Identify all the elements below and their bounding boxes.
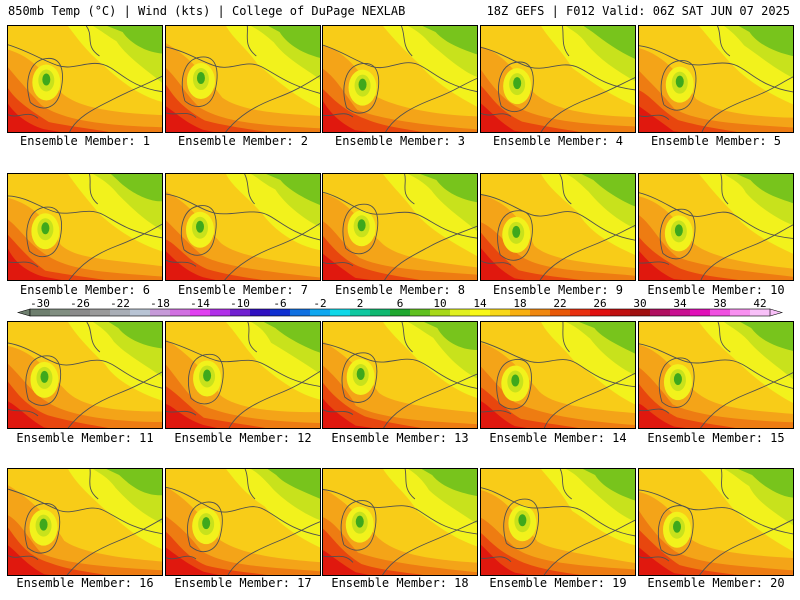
legend-color-swatch — [370, 309, 391, 316]
ensemble-member-map — [7, 468, 163, 576]
legend-color-swatch — [50, 309, 71, 316]
legend-tick-label: -22 — [110, 297, 130, 310]
ensemble-member-label: Ensemble Member: 1 — [19, 134, 151, 148]
legend-tick-label: -26 — [70, 297, 90, 310]
ensemble-member-map — [165, 173, 321, 281]
ensemble-member-label: Ensemble Member: 17 — [174, 576, 312, 590]
legend-tick-label: 18 — [513, 297, 526, 310]
ensemble-member-map — [322, 321, 478, 429]
legend-color-swatch — [530, 309, 551, 316]
legend-color-swatch — [570, 309, 591, 316]
ensemble-member-map — [165, 321, 321, 429]
ensemble-member-map — [7, 25, 163, 133]
ensemble-member-label: Ensemble Member: 16 — [16, 576, 154, 590]
legend-tick-label: 10 — [433, 297, 446, 310]
legend-tick-label: 2 — [357, 297, 364, 310]
ensemble-member-label: Ensemble Member: 18 — [331, 576, 469, 590]
legend-color-swatch — [130, 309, 151, 316]
ensemble-member-label: Ensemble Member: 2 — [177, 134, 309, 148]
ensemble-member-map — [322, 468, 478, 576]
legend-tick-label: -2 — [313, 297, 326, 310]
legend-color-swatch — [390, 309, 411, 316]
legend-color-swatch — [410, 309, 431, 316]
legend-tick-label: 6 — [397, 297, 404, 310]
ensemble-member-label: Ensemble Member: 7 — [177, 283, 309, 297]
legend-color-swatch — [750, 309, 771, 316]
legend-tick-label: 14 — [473, 297, 487, 310]
ensemble-member-map — [7, 173, 163, 281]
legend-color-swatch — [350, 309, 371, 316]
ensemble-member-map — [322, 25, 478, 133]
ensemble-member-label: Ensemble Member: 9 — [492, 283, 624, 297]
ensemble-member-map — [480, 321, 636, 429]
legend-tick-label: 26 — [593, 297, 606, 310]
ensemble-member-label: Ensemble Member: 19 — [489, 576, 627, 590]
legend-color-swatch — [590, 309, 611, 316]
ensemble-member-map — [480, 468, 636, 576]
legend-tick-label: -14 — [190, 297, 210, 310]
legend-color-swatch — [170, 309, 191, 316]
ensemble-member-label: Ensemble Member: 11 — [16, 431, 154, 445]
legend-color-swatch — [250, 309, 271, 316]
legend-tick-label: 38 — [713, 297, 726, 310]
ensemble-member-label: Ensemble Member: 3 — [334, 134, 466, 148]
legend-color-swatch — [330, 309, 351, 316]
legend-color-swatch — [650, 309, 671, 316]
ensemble-member-label: Ensemble Member: 12 — [174, 431, 312, 445]
legend-color-swatch — [30, 309, 51, 316]
ensemble-member-label: Ensemble Member: 13 — [331, 431, 469, 445]
temperature-color-legend: -30 -26 -22 -18 -14 -10 -6 -2 2 6 10 14 18 22 26 30 34 38… — [16, 297, 784, 317]
legend-tick-label: -30 — [30, 297, 50, 310]
legend-color-swatch — [690, 309, 711, 316]
ensemble-member-label: Ensemble Member: 20 — [647, 576, 785, 590]
legend-color-swatch — [490, 309, 511, 316]
ensemble-member-map — [638, 173, 794, 281]
ensemble-member-label: Ensemble Member: 14 — [489, 431, 627, 445]
ensemble-member-label: Ensemble Member: 8 — [334, 283, 466, 297]
ensemble-member-map — [638, 321, 794, 429]
ensemble-member-map — [322, 173, 478, 281]
legend-color-swatch — [510, 309, 531, 316]
ensemble-member-label: Ensemble Member: 6 — [19, 283, 151, 297]
legend-tick-label: -6 — [273, 297, 286, 310]
legend-color-swatch — [110, 309, 131, 316]
legend-tick-label: -18 — [150, 297, 170, 310]
ensemble-member-map — [165, 468, 321, 576]
legend-color-swatch — [310, 309, 331, 316]
ensemble-member-map — [480, 173, 636, 281]
ensemble-member-label: Ensemble Member: 4 — [492, 134, 624, 148]
legend-color-swatch — [630, 309, 651, 316]
legend-color-swatch — [70, 309, 91, 316]
ensemble-member-map — [638, 25, 794, 133]
legend-tick-label: 22 — [553, 297, 566, 310]
legend-color-swatch — [150, 309, 171, 316]
legend-color-swatch — [430, 309, 451, 316]
legend-color-swatch — [290, 309, 311, 316]
legend-color-swatch — [90, 309, 111, 316]
legend-color-swatch — [550, 309, 571, 316]
legend-tick-label: 30 — [633, 297, 646, 310]
ensemble-member-label: Ensemble Member: 5 — [650, 134, 782, 148]
legend-color-swatch — [190, 309, 211, 316]
ensemble-member-map — [7, 321, 163, 429]
ensemble-member-label: Ensemble Member: 10 — [647, 283, 785, 297]
ensemble-member-label: Ensemble Member: 15 — [647, 431, 785, 445]
legend-color-swatch — [730, 309, 751, 316]
ensemble-member-map — [480, 25, 636, 133]
legend-tick-label: 42 — [753, 297, 766, 310]
legend-color-swatch — [670, 309, 691, 316]
ensemble-member-map — [638, 468, 794, 576]
model-run-info: 18Z GEFS | F012 Valid: 06Z SAT JUN 07 20… — [486, 4, 790, 18]
map-title: 850mb Temp (°C) | Wind (kts) | College o… — [8, 4, 406, 18]
legend-color-swatch — [470, 309, 491, 316]
legend-color-swatch — [230, 309, 251, 316]
legend-tick-label: -10 — [230, 297, 250, 310]
legend-color-swatch — [210, 309, 231, 316]
legend-color-swatch — [450, 309, 471, 316]
legend-color-swatch — [610, 309, 631, 316]
legend-tick-label: 34 — [673, 297, 687, 310]
legend-color-swatch — [710, 309, 731, 316]
ensemble-member-map — [165, 25, 321, 133]
legend-color-swatch — [270, 309, 291, 316]
